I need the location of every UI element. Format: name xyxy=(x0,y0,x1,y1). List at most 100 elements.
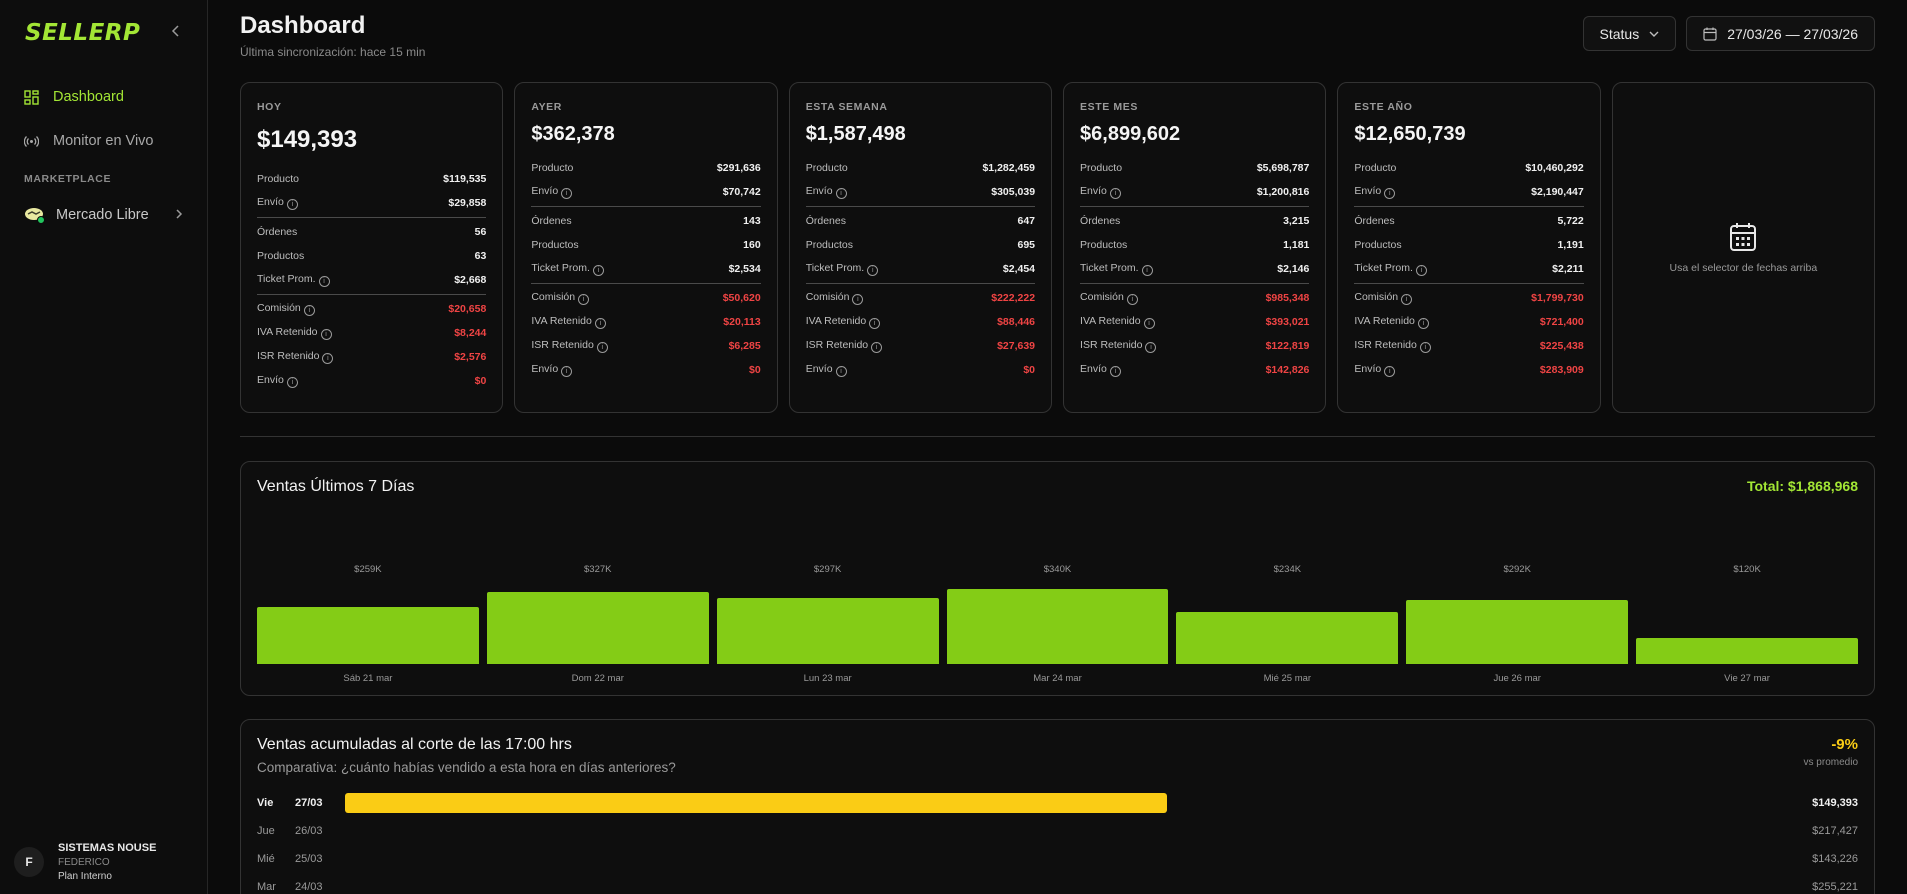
chart-bar[interactable] xyxy=(946,589,1169,664)
app-logo[interactable]: SELLERP xyxy=(25,20,141,46)
info-icon[interactable]: i xyxy=(318,276,330,287)
info-icon[interactable]: i xyxy=(835,366,847,377)
row-label: Producto xyxy=(805,162,848,174)
sidebar-item-mercado-libre[interactable]: Mercado Libre xyxy=(0,199,207,231)
comparison-row: Jue 26/03 $217,427 xyxy=(257,817,1858,845)
row-label: Envío xyxy=(1080,363,1107,375)
row-label: Ticket Prom. xyxy=(1080,262,1139,274)
info-icon[interactable]: i xyxy=(852,294,864,305)
chart-category-label: Dom 22 mar xyxy=(571,673,624,684)
info-icon[interactable]: i xyxy=(835,188,847,199)
comparison-percent: -9% xyxy=(1831,736,1858,753)
info-icon[interactable]: i xyxy=(1126,294,1138,305)
row-label: Envío xyxy=(1354,185,1382,197)
page-title: Dashboard xyxy=(240,12,366,39)
info-icon[interactable]: i xyxy=(867,265,879,276)
card-row-ticket: Ticket Prom. i $2,146 xyxy=(1080,257,1309,281)
card-row-isr: ISR Retenido i $2,576 xyxy=(257,345,486,369)
row-value: $225,438 xyxy=(1539,340,1584,352)
info-icon[interactable]: i xyxy=(596,342,608,353)
card-separator xyxy=(257,217,487,218)
info-icon[interactable]: i xyxy=(1109,188,1121,199)
card-row-ticket: Ticket Prom. i $2,668 xyxy=(257,268,486,292)
row-value: 1,181 xyxy=(1283,239,1310,251)
card-row-envio_cost: Envío i $142,826 xyxy=(1080,358,1309,382)
card-row-productos: Productos 1,191 xyxy=(1354,233,1583,257)
status-dropdown[interactable]: Status xyxy=(1582,16,1677,51)
chart-bar[interactable] xyxy=(257,606,479,664)
sidebar-item-dashboard[interactable]: Dashboard xyxy=(0,79,207,115)
calendar-icon xyxy=(1730,222,1757,251)
card-row-envio_cost: Envío i $0 xyxy=(806,358,1035,382)
date-range-picker[interactable]: 27/03/26 — 27/03/26 xyxy=(1686,16,1875,51)
info-icon[interactable]: i xyxy=(1415,265,1427,276)
row-label: Órdenes xyxy=(1354,215,1395,227)
row-value: 160 xyxy=(743,239,761,251)
row-value: $143,226 xyxy=(1812,853,1858,865)
card-row-comision: Comisión i $50,620 xyxy=(531,286,761,310)
card-row-ordenes: Órdenes 56 xyxy=(257,220,486,244)
row-label: Envío xyxy=(1080,185,1107,197)
comparison-list: Vie 27/03 $149,393 Jue 26/03 $217,427 Mié … xyxy=(257,789,1858,894)
sidebar-item-monitor[interactable]: Monitor en Vivo xyxy=(0,123,207,159)
info-icon[interactable]: i xyxy=(286,199,298,210)
row-label: IVA Retenido xyxy=(1354,315,1415,327)
row-label: Órdenes xyxy=(805,215,846,227)
summary-card: AYER $362,378 Producto $291,636 Envío i $… xyxy=(514,82,778,413)
info-icon[interactable]: i xyxy=(561,366,573,377)
section-label-marketplace: MARKETPLACE xyxy=(24,173,112,185)
info-icon[interactable]: i xyxy=(1145,342,1157,353)
info-icon[interactable]: i xyxy=(594,318,606,329)
card-row-envio_cost: Envío i $0 xyxy=(531,358,761,382)
info-icon[interactable]: i xyxy=(871,342,883,353)
chart-bar[interactable] xyxy=(486,591,709,664)
chart-bar[interactable] xyxy=(1176,612,1399,664)
info-icon[interactable]: i xyxy=(1384,188,1396,199)
info-icon[interactable]: i xyxy=(320,329,332,340)
row-label: Envío xyxy=(531,363,559,375)
info-icon[interactable]: i xyxy=(561,188,573,199)
chevron-down-icon xyxy=(1649,31,1659,37)
chart-bar[interactable] xyxy=(1406,599,1629,664)
collapse-sidebar-icon[interactable] xyxy=(171,24,181,42)
row-label: Órdenes xyxy=(257,226,298,238)
info-icon[interactable]: i xyxy=(1143,318,1155,329)
row-label: Comisión xyxy=(1080,291,1124,303)
chart-bar[interactable] xyxy=(1636,637,1858,664)
row-progress-fill xyxy=(345,793,1167,813)
card-label: ESTE MES xyxy=(1080,101,1138,113)
row-value: $283,909 xyxy=(1539,364,1584,376)
row-value: $119,535 xyxy=(443,173,487,185)
card-row-producto: Producto $1,282,459 xyxy=(806,156,1035,180)
info-icon[interactable]: i xyxy=(303,305,315,316)
row-value: $2,146 xyxy=(1277,263,1310,275)
info-icon[interactable]: i xyxy=(1419,342,1431,353)
card-row-iva: IVA Retenido i $88,446 xyxy=(806,310,1035,334)
row-value: $1,282,459 xyxy=(982,162,1036,174)
info-icon[interactable]: i xyxy=(592,265,604,276)
chart-category-label: Jue 26 mar xyxy=(1493,673,1541,684)
summary-card: ESTE MES $6,899,602 Producto $5,698,787 … xyxy=(1063,82,1327,413)
info-icon[interactable]: i xyxy=(1401,294,1413,305)
card-row-producto: Producto $5,698,787 xyxy=(1080,156,1309,180)
info-icon[interactable]: i xyxy=(1109,366,1121,377)
chart-bar[interactable] xyxy=(716,598,939,664)
row-value: $29,858 xyxy=(448,197,487,209)
info-icon[interactable]: i xyxy=(1141,265,1153,276)
info-icon[interactable]: i xyxy=(869,318,881,329)
card-separator xyxy=(1080,206,1310,207)
sidebar: SELLERP Dashboard Monitor en Vivo MARKET… xyxy=(0,0,208,894)
info-icon[interactable]: i xyxy=(286,377,298,388)
row-value: $6,285 xyxy=(728,340,761,352)
row-label: Envío xyxy=(1354,363,1382,375)
card-row-iva: IVA Retenido i $8,244 xyxy=(257,321,486,345)
row-value: $5,698,787 xyxy=(1256,162,1310,174)
info-icon[interactable]: i xyxy=(578,294,590,305)
info-icon[interactable]: i xyxy=(1417,318,1429,329)
info-icon[interactable]: i xyxy=(322,353,334,364)
broadcast-icon xyxy=(24,135,39,147)
user-profile[interactable]: F SISTEMAS NOUSE FEDERICO Plan Interno xyxy=(14,842,156,882)
card-row-ordenes: Órdenes 3,215 xyxy=(1080,209,1309,233)
card-row-isr: ISR Retenido i $225,438 xyxy=(1354,334,1584,358)
info-icon[interactable]: i xyxy=(1384,366,1396,377)
